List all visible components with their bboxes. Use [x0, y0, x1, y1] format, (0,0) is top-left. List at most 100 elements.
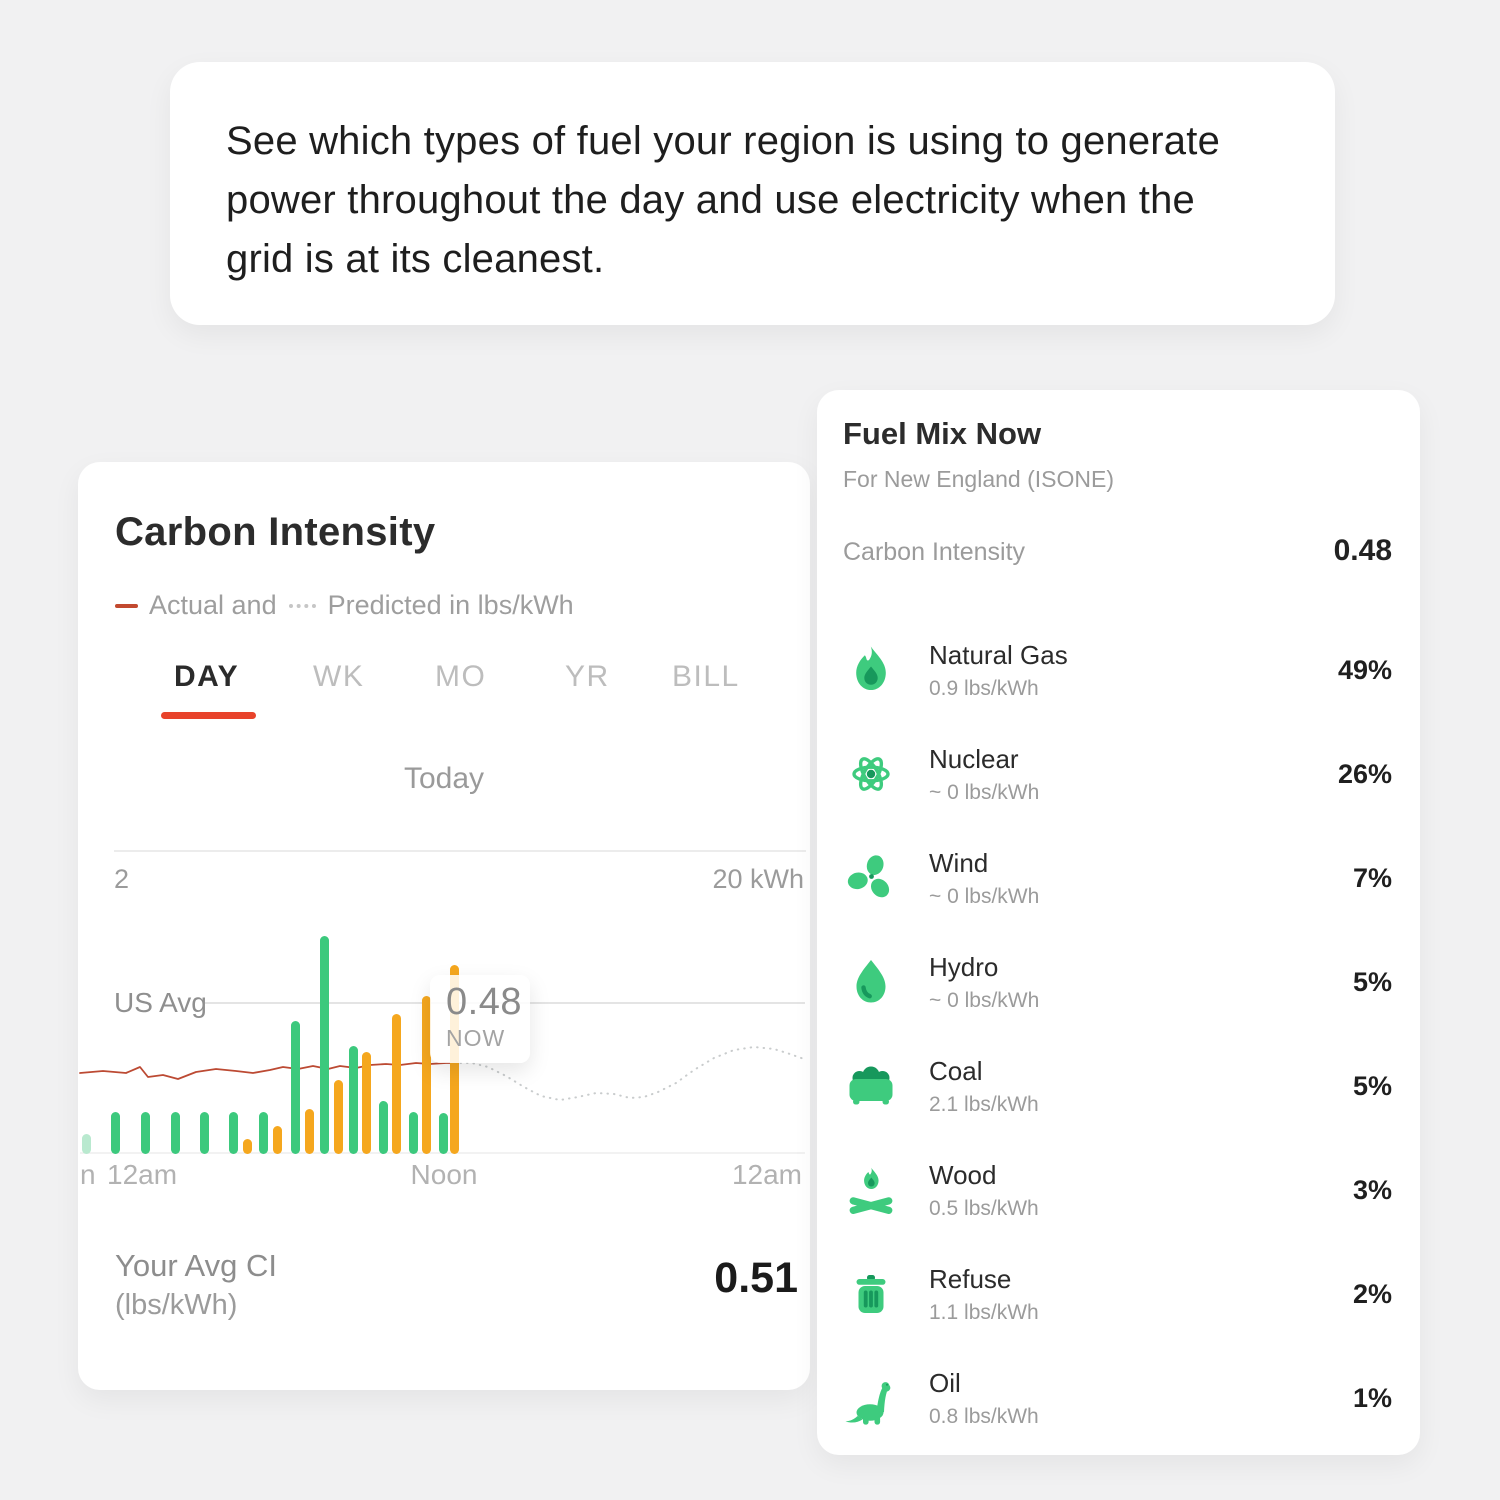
tab-mo[interactable]: MO	[435, 660, 487, 693]
your-avg-ci-unit: (lbs/kWh)	[115, 1289, 238, 1321]
chart-scale-row: 2 20 kWh	[114, 864, 804, 895]
fuel-intensity: 0.5 lbs/kWh	[929, 1196, 1039, 1220]
carbon-intensity-title: Carbon Intensity	[115, 510, 436, 554]
fuel-share: 3%	[1352, 1174, 1392, 1205]
fuel-ci-label: Carbon Intensity	[843, 538, 1026, 566]
chart-bar[interactable]	[228, 1112, 238, 1154]
us-avg-label: US Avg	[114, 987, 207, 1018]
fuel-intensity: ~ 0 lbs/kWh	[929, 884, 1040, 908]
carbon-intensity-card: Carbon Intensity Actual and Predicted in…	[78, 462, 810, 1390]
fuel-intensity: 0.9 lbs/kWh	[929, 676, 1039, 700]
chart-bar[interactable]	[290, 1021, 300, 1154]
fuel-ci-value: 0.48	[1333, 534, 1392, 567]
actual-line-swatch	[115, 603, 138, 608]
fuel-mix-subtitle: For New England (ISONE)	[843, 466, 1114, 492]
fuel-row: Nuclear ~ 0 lbs/kWh 26%	[817, 722, 1420, 826]
x-tick-12am-left: 12am	[107, 1159, 178, 1190]
fuel-row: Hydro ~ 0 lbs/kWh 5%	[817, 930, 1420, 1034]
chart-bar[interactable]	[110, 1112, 120, 1154]
fuel-share: 49%	[1337, 654, 1392, 685]
chart-bar[interactable]	[272, 1126, 282, 1154]
fuel-share: 26%	[1337, 758, 1392, 789]
fuel-name: Coal	[929, 1055, 983, 1086]
chart-bar[interactable]	[81, 1134, 91, 1154]
nuclear-icon	[843, 746, 899, 802]
fuel-row: Coal 2.1 lbs/kWh 5%	[817, 1034, 1420, 1138]
fuel-row: Wind ~ 0 lbs/kWh 7%	[817, 826, 1420, 930]
fuel-share: 7%	[1352, 862, 1392, 893]
hydro-icon	[843, 954, 899, 1010]
tab-wk[interactable]: WK	[313, 660, 365, 693]
chart-bar[interactable]	[378, 1101, 388, 1154]
chart-bar[interactable]	[319, 936, 329, 1154]
fuel-name: Wood	[929, 1159, 997, 1190]
chart-legend: Actual and Predicted in lbs/kWh	[115, 590, 574, 621]
fuel-intensity: ~ 0 lbs/kWh	[929, 988, 1040, 1012]
chart-bar[interactable]	[199, 1112, 209, 1154]
wood-icon	[843, 1162, 899, 1218]
fuel-name: Nuclear	[929, 743, 1019, 774]
fuel-row: Natural Gas 0.9 lbs/kWh 49%	[817, 618, 1420, 722]
active-tab-underline	[161, 712, 256, 719]
your-avg-ci-value: 0.51	[714, 1254, 798, 1302]
fuel-share: 5%	[1352, 966, 1392, 997]
chart-bar[interactable]	[304, 1109, 314, 1154]
now-tooltip: 0.48 NOW	[430, 975, 530, 1063]
chart-bar[interactable]	[348, 1046, 358, 1154]
oil-icon	[843, 1370, 899, 1426]
fuel-share: 2%	[1352, 1278, 1392, 1309]
intro-card: See which types of fuel your region is u…	[170, 62, 1335, 325]
chart-bar[interactable]	[333, 1080, 343, 1154]
coal-icon	[843, 1058, 899, 1114]
period-label: Today	[403, 762, 485, 795]
fuel-share: 1%	[1352, 1382, 1392, 1413]
fuel-row: Refuse 1.1 lbs/kWh 2%	[817, 1242, 1420, 1346]
wind-icon	[843, 850, 899, 906]
chart-top-divider	[114, 850, 806, 852]
x-axis-ticks: n 12am Noon 12am	[78, 1159, 810, 1193]
predicted-line-swatch	[288, 603, 316, 608]
tab-yr[interactable]: YR	[565, 660, 610, 693]
refuse-icon	[843, 1266, 899, 1322]
fuel-list: Natural Gas 0.9 lbs/kWh 49% Nuclear ~ 0 …	[817, 618, 1420, 1450]
chart-bar[interactable]	[140, 1112, 150, 1154]
chart-bar[interactable]	[242, 1139, 252, 1154]
chart-bar[interactable]	[391, 1014, 401, 1154]
fuel-intensity: ~ 0 lbs/kWh	[929, 780, 1040, 804]
chart-bar[interactable]	[408, 1112, 418, 1154]
fuel-name: Refuse	[929, 1263, 1012, 1294]
fuel-name: Wind	[929, 847, 989, 878]
fuel-carbon-intensity-row: Carbon Intensity 0.48	[843, 534, 1392, 568]
fuel-name: Hydro	[929, 951, 999, 982]
fuel-name: Natural Gas	[929, 639, 1068, 670]
chart-bar[interactable]	[361, 1052, 371, 1154]
fuel-row: Wood 0.5 lbs/kWh 3%	[817, 1138, 1420, 1242]
legend-predicted-label: Predicted in lbs/kWh	[327, 590, 574, 620]
scale-right-label: 20 kWh	[712, 864, 804, 894]
x-tick-12am-right: 12am	[731, 1159, 802, 1190]
fuel-mix-title: Fuel Mix Now	[843, 416, 1042, 451]
your-avg-ci-label: Your Avg CI	[115, 1248, 278, 1283]
chart-bar[interactable]	[170, 1112, 180, 1154]
fuel-share: 5%	[1352, 1070, 1392, 1101]
tab-bill[interactable]: BILL	[672, 660, 740, 693]
fuel-intensity: 2.1 lbs/kWh	[929, 1092, 1039, 1116]
now-tooltip-label: NOW	[446, 1025, 506, 1051]
chart-bar[interactable]	[438, 1113, 448, 1154]
x-tick-noon: Noon	[410, 1159, 478, 1190]
fuel-name: Oil	[929, 1367, 961, 1398]
x-tick-partial: n	[80, 1159, 96, 1190]
intro-text: See which types of fuel your region is u…	[226, 119, 1221, 281]
fuel-mix-card: Fuel Mix Now For New England (ISONE) Car…	[817, 390, 1420, 1455]
period-tabs: DAY WK MO YR BILL	[78, 660, 810, 700]
now-tooltip-value: 0.48	[446, 981, 522, 1023]
fuel-intensity: 0.8 lbs/kWh	[929, 1404, 1039, 1428]
natural-gas-icon	[843, 642, 899, 698]
fuel-intensity: 1.1 lbs/kWh	[929, 1300, 1039, 1324]
chart-bar[interactable]	[258, 1112, 268, 1154]
legend-actual-label: Actual and	[149, 590, 277, 620]
scale-left-label: 2	[114, 864, 130, 894]
chart-bar[interactable]	[421, 996, 431, 1154]
fuel-row: Oil 0.8 lbs/kWh 1%	[817, 1346, 1420, 1450]
tab-day[interactable]: DAY	[174, 660, 240, 693]
